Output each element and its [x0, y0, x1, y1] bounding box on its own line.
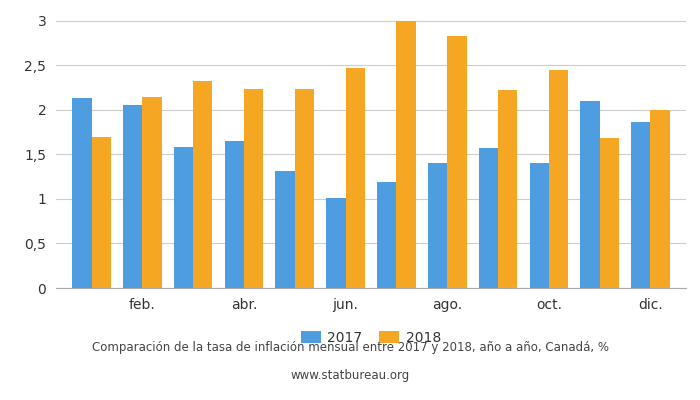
- Bar: [396, 21, 416, 288]
- Bar: [650, 110, 670, 288]
- Legend: 2017, 2018: 2017, 2018: [301, 331, 441, 345]
- Bar: [193, 80, 213, 288]
- Bar: [295, 90, 314, 288]
- Bar: [174, 147, 193, 288]
- Bar: [244, 88, 263, 288]
- Bar: [447, 36, 466, 288]
- Bar: [428, 163, 447, 288]
- Bar: [276, 171, 295, 288]
- Bar: [72, 98, 92, 288]
- Bar: [377, 182, 396, 288]
- Bar: [580, 101, 600, 288]
- Text: www.statbureau.org: www.statbureau.org: [290, 370, 410, 382]
- Bar: [498, 90, 517, 288]
- Bar: [549, 70, 568, 288]
- Bar: [123, 106, 142, 288]
- Bar: [92, 137, 111, 288]
- Bar: [346, 68, 365, 288]
- Bar: [225, 141, 244, 288]
- Bar: [529, 163, 549, 288]
- Bar: [142, 96, 162, 288]
- Bar: [631, 122, 650, 288]
- Text: Comparación de la tasa de inflación mensual entre 2017 y 2018, año a año, Canadá: Comparación de la tasa de inflación mens…: [92, 342, 608, 354]
- Bar: [326, 198, 346, 288]
- Bar: [479, 148, 498, 288]
- Bar: [600, 138, 619, 288]
